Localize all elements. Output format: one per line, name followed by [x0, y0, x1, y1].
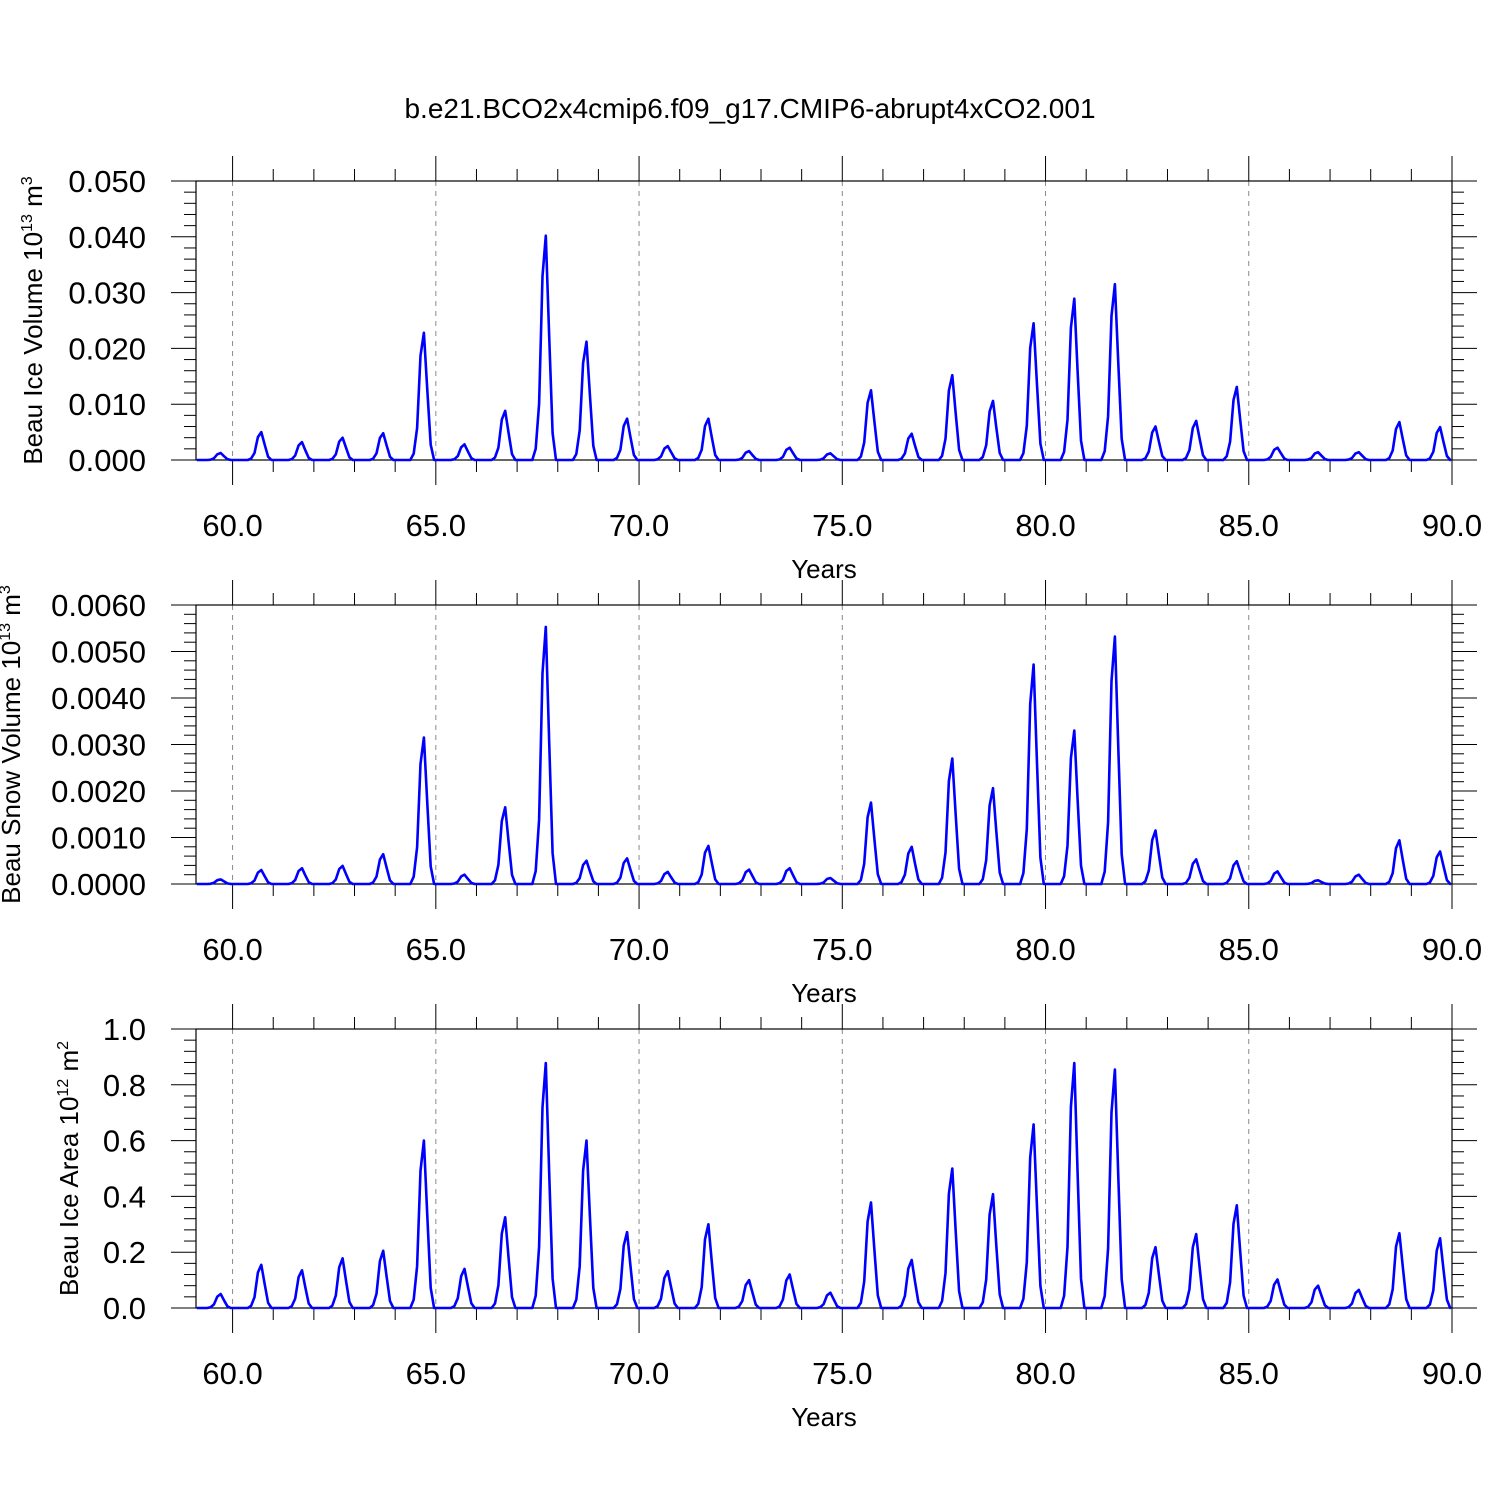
x-tick-label: 85.0: [1219, 1356, 1279, 1391]
x-tick-label: 90.0: [1422, 508, 1482, 543]
x-tick-label: 80.0: [1015, 1356, 1075, 1391]
panel-ice-area: 0.0 0.2 0.4 0.6 0.8 1.0 60.0 65.0 70.0 75.0 80.0 85…: [54, 1004, 1482, 1432]
x-tick-label: 60.0: [202, 1356, 262, 1391]
x-axis-title: Years: [791, 1402, 857, 1432]
x-tick-label: 65.0: [406, 1356, 466, 1391]
x-tick-label: 75.0: [812, 932, 872, 967]
y-tick-label: 0.030: [68, 276, 146, 311]
y-tick-label: 0.8: [103, 1068, 146, 1103]
y-tick-label: 0.4: [103, 1179, 146, 1214]
series-line: [196, 625, 1452, 886]
chart-title: b.e21.BCO2x4cmip6.f09_g17.CMIP6-abrupt4x…: [404, 93, 1095, 124]
panel-snow-volume: 0.0000 0.0010 0.0020 0.0030 0.0040 0.0050 0.00…: [0, 580, 1482, 1008]
x-tick-label: 70.0: [609, 508, 669, 543]
series-line: [196, 234, 1452, 462]
y-tick-label: 1.0: [103, 1012, 146, 1047]
x-tick-label: 90.0: [1422, 932, 1482, 967]
y-tick-label: 0.000: [68, 443, 146, 478]
y-tick-label: 0.0050: [51, 635, 146, 670]
plot-frame: [195, 180, 1453, 461]
y-tick-label: 0.6: [103, 1124, 146, 1159]
x-tick-label: 60.0: [202, 508, 262, 543]
y-axis-title: Beau Ice Area 1012 m2: [54, 1041, 84, 1296]
y-tick-label: 0.010: [68, 387, 146, 422]
x-axis-title: Years: [791, 554, 857, 584]
x-tick-label: 65.0: [406, 932, 466, 967]
x-tick-label: 65.0: [406, 508, 466, 543]
y-tick-label: 0.0060: [51, 588, 146, 623]
x-axis-title: Years: [791, 978, 857, 1008]
y-axis-title: Beau Ice Volume 1013 m3: [18, 176, 48, 464]
y-tick-label: 0.020: [68, 331, 146, 366]
y-tick-label: 0.0040: [51, 681, 146, 716]
y-tick-label: 0.0020: [51, 774, 146, 809]
x-tick-label: 75.0: [812, 1356, 872, 1391]
series-line: [196, 1061, 1452, 1310]
y-axis-title: Beau Snow Volume 1013 m3: [0, 585, 26, 904]
x-tick-label: 70.0: [609, 1356, 669, 1391]
x-tick-label: 80.0: [1015, 508, 1075, 543]
x-tick-label: 60.0: [202, 932, 262, 967]
panel-ice-volume: 0.000 0.010 0.020 0.030 0.040 0.050 60.0 65.0 70…: [18, 156, 1482, 584]
x-tick-label: 85.0: [1219, 508, 1279, 543]
y-tick-label: 0.0030: [51, 728, 146, 763]
y-tick-label: 0.050: [68, 164, 146, 199]
y-tick-label: 0.040: [68, 220, 146, 255]
y-tick-label: 0.0010: [51, 821, 146, 856]
plot-frame: [195, 1028, 1453, 1309]
x-tick-label: 85.0: [1219, 932, 1279, 967]
x-tick-label: 70.0: [609, 932, 669, 967]
y-tick-label: 0.0000: [51, 867, 146, 902]
x-tick-label: 75.0: [812, 508, 872, 543]
x-tick-label: 90.0: [1422, 1356, 1482, 1391]
y-tick-label: 0.0: [103, 1291, 146, 1326]
x-tick-label: 80.0: [1015, 932, 1075, 967]
y-tick-label: 0.2: [103, 1235, 146, 1270]
